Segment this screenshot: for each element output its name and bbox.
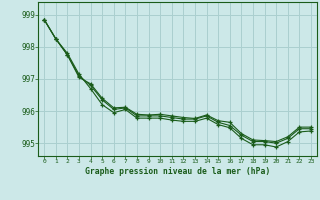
X-axis label: Graphe pression niveau de la mer (hPa): Graphe pression niveau de la mer (hPa) <box>85 167 270 176</box>
